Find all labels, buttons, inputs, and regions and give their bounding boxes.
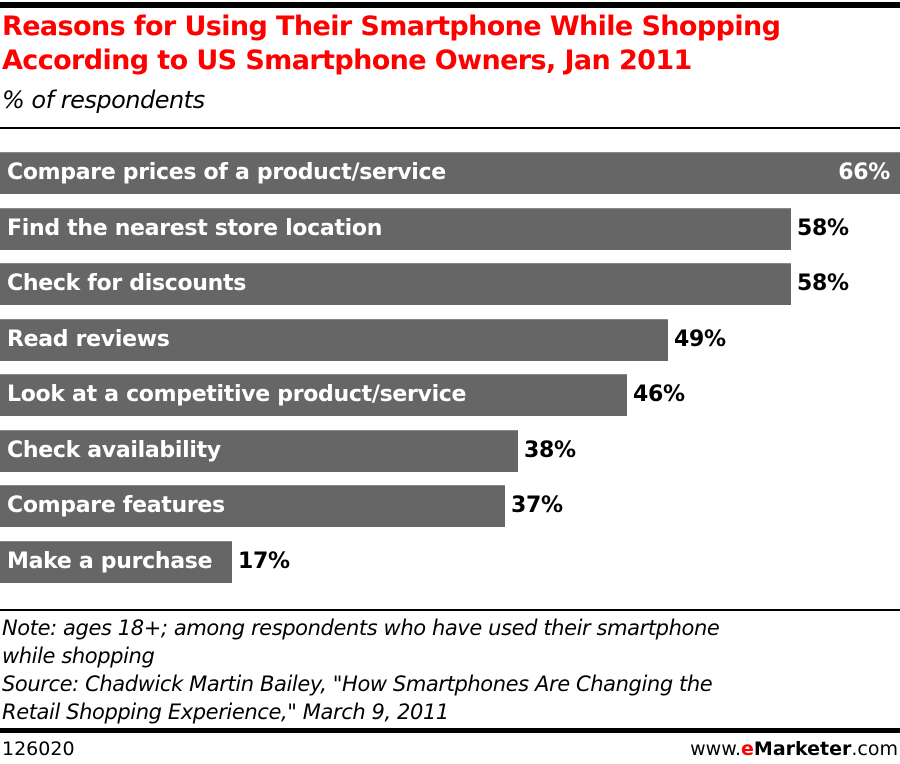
value-label-compare-features: 37%: [511, 493, 563, 518]
category-label-make-a-purchase: Make a purchase: [7, 549, 213, 574]
category-label-compare-features: Compare features: [7, 493, 225, 518]
bar-check-availability: [0, 430, 518, 472]
bottom-rule: [0, 728, 900, 733]
bar-read-reviews: [0, 319, 668, 361]
value-label-find-the-nearest-store-location: 58%: [797, 216, 849, 241]
bar-make-a-purchase: [0, 541, 232, 583]
brand-link[interactable]: www.eMarketer.com: [690, 736, 898, 762]
top-rule: [0, 2, 900, 8]
header-divider: [0, 127, 900, 129]
chart-title: Reasons for Using Their Smartphone While…: [2, 10, 900, 78]
bar-chart-plot: Compare prices of a product/service 66% Fi…: [0, 152, 900, 592]
category-label-compare-prices-of-a-product-service: Compare prices of a product/service: [7, 160, 446, 185]
source-line-1: Source: Chadwick Martin Bailey, "How Sma…: [2, 672, 713, 696]
bar-compare-features: [0, 485, 505, 527]
chart-id: 126020: [2, 738, 75, 760]
bar-find-the-nearest-store-location: [0, 208, 791, 250]
value-label-compare-prices-of-a-product-service: 66%: [838, 160, 890, 185]
bar-check-for-discounts: [0, 263, 791, 305]
brand-e-logo: e: [741, 738, 754, 760]
category-label-find-the-nearest-store-location: Find the nearest store location: [7, 216, 383, 241]
value-label-read-reviews: 49%: [674, 327, 726, 352]
source-line-2: Retail Shopping Experience," March 9, 20…: [2, 700, 449, 724]
chart-subtitle: % of respondents: [2, 86, 205, 114]
value-label-make-a-purchase: 17%: [238, 549, 290, 574]
title-line-2: According to US Smartphone Owners, Jan 2…: [2, 45, 692, 76]
category-label-look-at-a-competitive-product-service: Look at a competitive product/service: [7, 382, 467, 407]
value-label-look-at-a-competitive-product-service: 46%: [633, 382, 685, 407]
category-label-check-for-discounts: Check for discounts: [7, 271, 247, 296]
brand-prefix: www.: [690, 738, 742, 760]
bar-look-at-a-competitive-product-service: [0, 374, 627, 416]
note-line-2: while shopping: [2, 644, 155, 668]
note-line-1: Note: ages 18+; among respondents who ha…: [2, 616, 720, 640]
title-line-1: Reasons for Using Their Smartphone While…: [2, 11, 781, 42]
footer-divider: [0, 609, 900, 611]
category-label-read-reviews: Read reviews: [7, 327, 170, 352]
chart-notes: Note: ages 18+; among respondents who ha…: [2, 614, 898, 726]
value-label-check-for-discounts: 58%: [797, 271, 849, 296]
brand-name: Marketer: [753, 738, 852, 760]
bar-compare-prices-of-a-product-service: [0, 152, 900, 194]
brand-suffix: .com: [851, 738, 898, 760]
category-label-check-availability: Check availability: [7, 438, 221, 463]
value-label-check-availability: 38%: [524, 438, 576, 463]
